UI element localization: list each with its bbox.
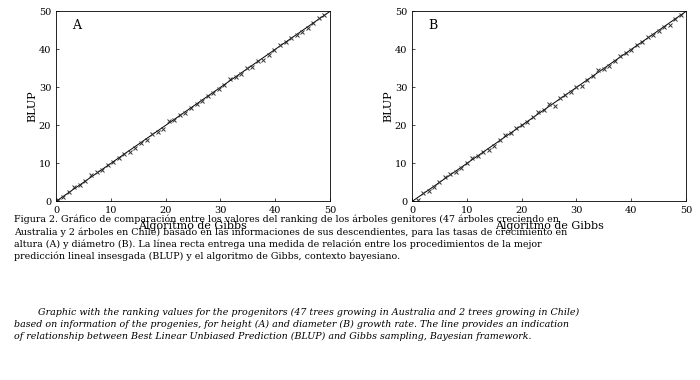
- X-axis label: Algoritmo de Gibbs: Algoritmo de Gibbs: [139, 221, 247, 231]
- Y-axis label: BLUP: BLUP: [384, 90, 393, 122]
- Text: B: B: [428, 19, 438, 32]
- X-axis label: Algoritmo de Gibbs: Algoritmo de Gibbs: [495, 221, 603, 231]
- Text: Graphic with the ranking values for the progenitors (47 trees growing in Austral: Graphic with the ranking values for the …: [14, 308, 580, 340]
- Text: A: A: [72, 19, 81, 32]
- Y-axis label: BLUP: BLUP: [27, 90, 37, 122]
- Text: Figura 2. Gráfico de comparación entre los valores del ranking de los árboles ge: Figura 2. Gráfico de comparación entre l…: [14, 215, 567, 261]
